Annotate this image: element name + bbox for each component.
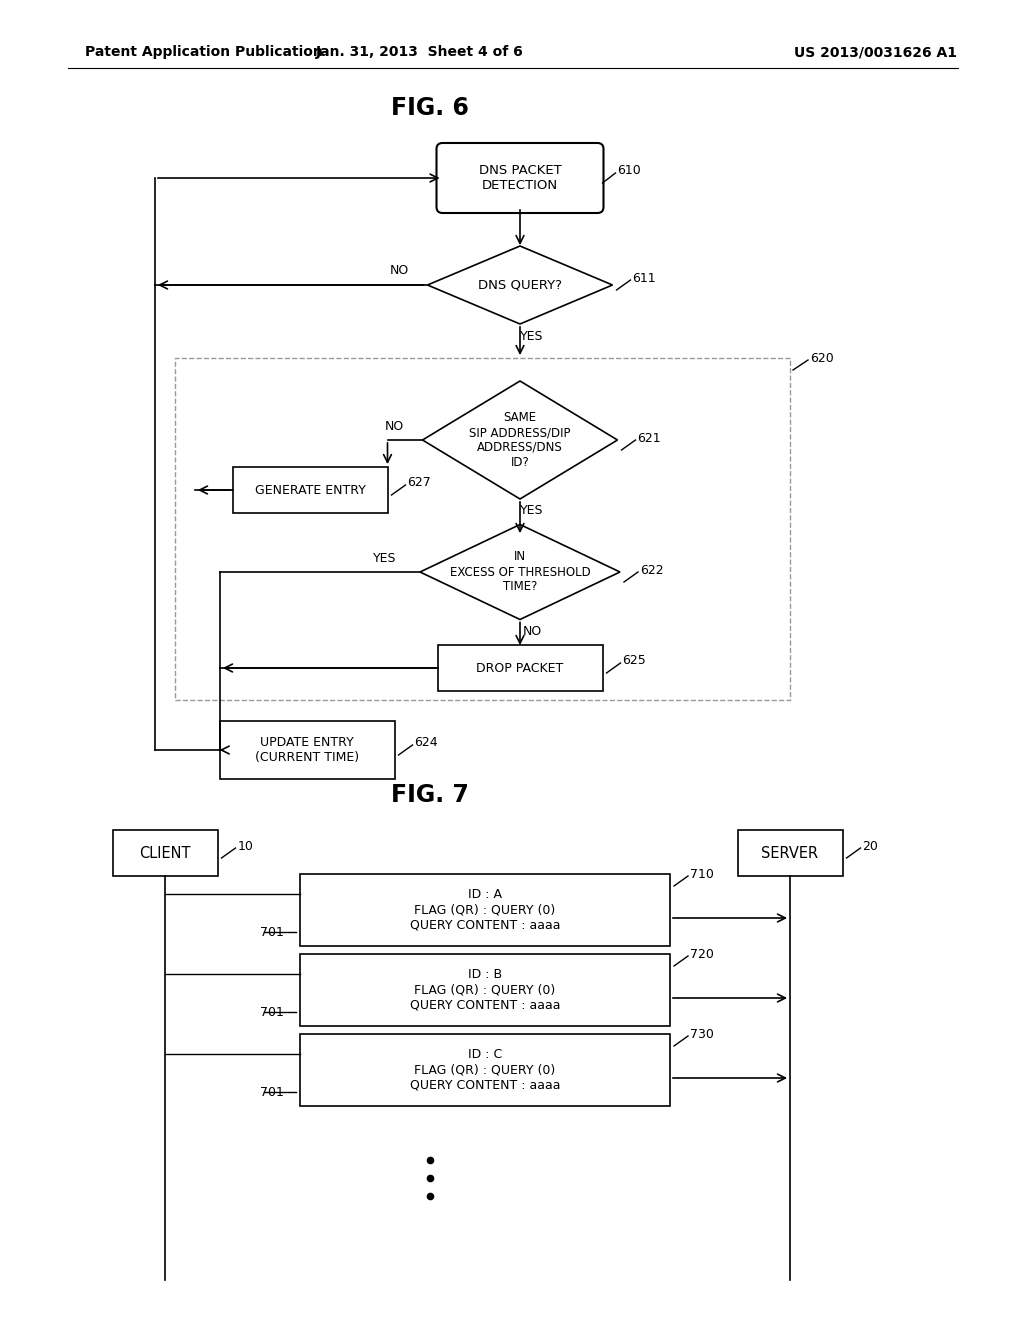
Text: Patent Application Publication: Patent Application Publication — [85, 45, 323, 59]
Text: 701: 701 — [260, 1006, 284, 1019]
FancyBboxPatch shape — [232, 467, 387, 513]
FancyBboxPatch shape — [437, 645, 602, 690]
Text: 720: 720 — [690, 948, 714, 961]
Text: NO: NO — [522, 624, 542, 638]
Text: SERVER: SERVER — [762, 846, 818, 861]
Text: 625: 625 — [623, 655, 646, 668]
FancyBboxPatch shape — [300, 1034, 670, 1106]
Text: 610: 610 — [617, 165, 641, 177]
Text: 627: 627 — [408, 477, 431, 490]
Text: 624: 624 — [415, 737, 438, 750]
FancyBboxPatch shape — [436, 143, 603, 213]
Text: DNS QUERY?: DNS QUERY? — [478, 279, 562, 292]
Text: ID : B
FLAG (QR) : QUERY (0)
QUERY CONTENT : aaaa: ID : B FLAG (QR) : QUERY (0) QUERY CONTE… — [410, 969, 560, 1011]
Text: ID : C
FLAG (QR) : QUERY (0)
QUERY CONTENT : aaaa: ID : C FLAG (QR) : QUERY (0) QUERY CONTE… — [410, 1048, 560, 1092]
Text: NO: NO — [390, 264, 410, 277]
Text: UPDATE ENTRY
(CURRENT TIME): UPDATE ENTRY (CURRENT TIME) — [255, 737, 359, 764]
Text: FIG. 7: FIG. 7 — [391, 783, 469, 807]
Text: CLIENT: CLIENT — [139, 846, 190, 861]
FancyBboxPatch shape — [113, 830, 217, 876]
Polygon shape — [420, 524, 620, 619]
Text: ID : A
FLAG (QR) : QUERY (0)
QUERY CONTENT : aaaa: ID : A FLAG (QR) : QUERY (0) QUERY CONTE… — [410, 888, 560, 932]
Polygon shape — [427, 246, 612, 323]
Text: 701: 701 — [260, 925, 284, 939]
Text: IN
EXCESS OF THRESHOLD
TIME?: IN EXCESS OF THRESHOLD TIME? — [450, 550, 591, 594]
Bar — [175, 358, 790, 700]
FancyBboxPatch shape — [219, 721, 394, 779]
Text: 730: 730 — [690, 1027, 714, 1040]
Polygon shape — [423, 381, 617, 499]
Text: FIG. 6: FIG. 6 — [391, 96, 469, 120]
Text: Jan. 31, 2013  Sheet 4 of 6: Jan. 31, 2013 Sheet 4 of 6 — [316, 45, 524, 59]
Text: 622: 622 — [640, 564, 664, 577]
Text: DROP PACKET: DROP PACKET — [476, 661, 563, 675]
Text: 611: 611 — [633, 272, 656, 285]
FancyBboxPatch shape — [300, 874, 670, 946]
FancyBboxPatch shape — [300, 954, 670, 1026]
Text: 621: 621 — [638, 432, 662, 445]
Text: YES: YES — [520, 330, 544, 342]
Text: 20: 20 — [862, 840, 879, 853]
Text: US 2013/0031626 A1: US 2013/0031626 A1 — [794, 45, 956, 59]
FancyBboxPatch shape — [737, 830, 843, 876]
Text: 710: 710 — [690, 867, 714, 880]
Text: NO: NO — [385, 420, 404, 433]
Text: 620: 620 — [810, 351, 834, 364]
Text: 701: 701 — [260, 1085, 284, 1098]
Text: YES: YES — [520, 504, 544, 517]
Text: DNS PACKET
DETECTION: DNS PACKET DETECTION — [478, 164, 561, 191]
Text: YES: YES — [374, 552, 396, 565]
Text: 10: 10 — [238, 840, 253, 853]
Text: SAME
SIP ADDRESS/DIP
ADDRESS/DNS
ID?: SAME SIP ADDRESS/DIP ADDRESS/DNS ID? — [469, 411, 570, 469]
Text: GENERATE ENTRY: GENERATE ENTRY — [255, 483, 366, 496]
